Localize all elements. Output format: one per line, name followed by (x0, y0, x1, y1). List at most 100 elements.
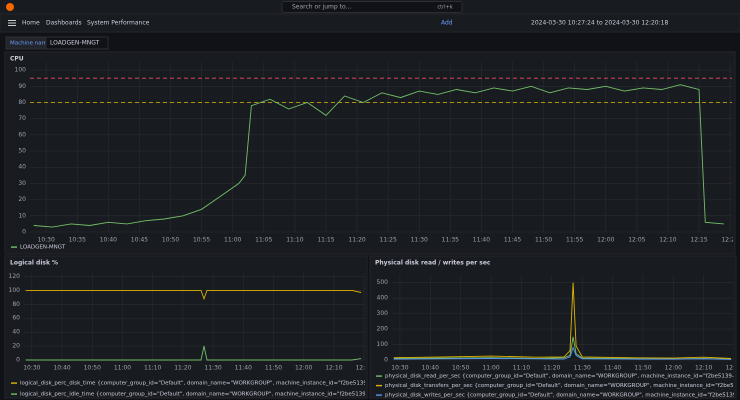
search-text: Search or jump to... (292, 4, 351, 11)
variable-value: LOADGEN-MNGT (50, 40, 100, 47)
legend-label: physical_disk_transfers_per_sec {compute… (385, 383, 740, 389)
panel-body: 0 10 20 30 40 50 60 70 80 90 100 10:30 10:35 10:40 10:… (11, 62, 738, 251)
panel-body: 0 100 200 300 400 500 10:30 10:40 10:50 11:00 11:1… (376, 275, 740, 399)
menu-icon[interactable] (8, 20, 16, 21)
panel-title: Logical disk % (10, 260, 58, 267)
x-tick-label: 10:40 (100, 237, 117, 244)
x-tick-label: 11:50 (634, 365, 651, 372)
x-tick-label: 12:20 (721, 237, 738, 244)
y-tick-label: 30 (18, 180, 26, 187)
breadcrumb[interactable]: Home (22, 20, 40, 27)
y-tick-label: 200 (377, 326, 389, 333)
y-tick-label: 100 (377, 341, 389, 348)
x-tick-label: 10:50 (162, 237, 179, 244)
y-tick-label: 90 (18, 83, 26, 90)
y-tick-label: 80 (12, 301, 20, 308)
time-range[interactable]: 2024-03-30 10:27:24 to 2024-03-30 12:20:… (531, 20, 668, 27)
panel (4, 255, 368, 399)
breadcrumb[interactable]: Dashboards (46, 20, 82, 27)
panel (369, 255, 737, 399)
x-tick-label: 11:00 (114, 365, 131, 372)
x-tick-label: 11:20 (543, 365, 560, 372)
x-tick-label: 10:45 (131, 237, 148, 244)
y-tick-label: 40 (12, 329, 20, 336)
menu-icon (8, 22, 16, 24)
series-line (33, 84, 724, 228)
panel (4, 51, 736, 255)
legend-swatch (11, 246, 17, 248)
y-tick-label: 80 (18, 99, 26, 106)
y-tick-label: 0 (384, 357, 388, 364)
series-line (393, 346, 732, 360)
x-tick-label: 10:30 (23, 365, 40, 372)
x-tick-label: 11:50 (535, 237, 552, 244)
x-tick-label: 12:10 (325, 365, 342, 372)
x-tick-label: 11:00 (224, 237, 241, 244)
x-tick-label: 12:00 (665, 365, 682, 372)
x-tick-label: 12:20 (725, 365, 740, 372)
search-box[interactable] (281, 1, 463, 13)
x-tick-label: 11:05 (255, 237, 272, 244)
y-tick-label: 10 (18, 212, 26, 219)
x-tick-label: 11:45 (504, 237, 521, 244)
x-tick-label: 11:15 (317, 237, 334, 244)
x-tick-label: 11:30 (411, 237, 428, 244)
x-tick-label: 11:30 (574, 365, 591, 372)
add-button[interactable]: Add (441, 20, 453, 27)
x-tick-label: 11:10 (286, 237, 303, 244)
variable-label: Machine name (10, 41, 51, 47)
x-tick-label: 11:40 (473, 237, 490, 244)
legend-label: physical_disk_writes_per_sec {computer_g… (385, 393, 740, 399)
panel-body: 0 20 40 60 80 100 120 10:30 10:40 10:50 11:00 11:10… (9, 273, 452, 398)
x-tick-label: 12:10 (659, 237, 676, 244)
x-tick-label: 10:50 (84, 365, 101, 372)
y-tick-label: 60 (18, 131, 26, 138)
y-tick-label: 50 (18, 148, 26, 155)
legend-swatch (376, 375, 382, 377)
x-tick-label: 12:10 (695, 365, 712, 372)
x-tick-label: 11:10 (144, 365, 161, 372)
menu-icon (8, 25, 16, 26)
x-tick-label: 10:35 (69, 237, 86, 244)
y-tick-label: 20 (12, 343, 20, 350)
y-tick-label: 0 (16, 357, 20, 364)
variable-select[interactable] (45, 36, 109, 50)
x-tick-label: 11:20 (348, 237, 365, 244)
panel-title: CPU (10, 56, 24, 63)
legend-swatch (376, 384, 382, 387)
x-tick-label: 11:40 (235, 365, 252, 372)
x-tick-label: 11:35 (442, 237, 459, 244)
x-tick-label: 10:40 (53, 365, 70, 372)
panel-title: Physical disk read / writes per sec (375, 260, 491, 267)
x-tick-label: 11:55 (566, 237, 583, 244)
y-tick-label: 40 (18, 164, 26, 171)
x-tick-label: 10:40 (422, 365, 439, 372)
x-tick-label: 12:05 (628, 237, 645, 244)
y-tick-label: 400 (377, 295, 389, 302)
x-tick-label: 10:30 (38, 237, 55, 244)
y-tick-label: 100 (15, 67, 27, 74)
x-tick-label: 12:20 (355, 365, 372, 372)
breadcrumb[interactable]: System Performance (87, 20, 150, 27)
y-tick-label: 300 (377, 310, 389, 317)
logo (6, 3, 14, 11)
x-tick-label: 11:20 (174, 365, 191, 372)
y-tick-label: 500 (377, 279, 389, 286)
legend-label: physical_disk_read_per_sec {computer_gro… (385, 374, 740, 380)
y-tick-label: 0 (22, 229, 26, 236)
y-tick-label: 20 (18, 196, 26, 203)
x-tick-label: 10:50 (452, 365, 469, 372)
series-line (25, 289, 362, 301)
x-tick-label: 10:55 (193, 237, 210, 244)
x-tick-label: 11:30 (204, 365, 221, 372)
x-tick-label: 12:00 (295, 365, 312, 372)
x-tick-label: 11:25 (380, 237, 397, 244)
x-tick-label: 11:40 (604, 365, 621, 372)
legend-label: logical_disk_perc_idle_time {computer_gr… (20, 392, 451, 398)
legend-swatch (11, 382, 17, 384)
legend-label: logical_disk_perc_disk_time {computer_gr… (20, 381, 452, 387)
shortcut: ctrl+k (437, 5, 452, 11)
legend-swatch (11, 393, 17, 395)
